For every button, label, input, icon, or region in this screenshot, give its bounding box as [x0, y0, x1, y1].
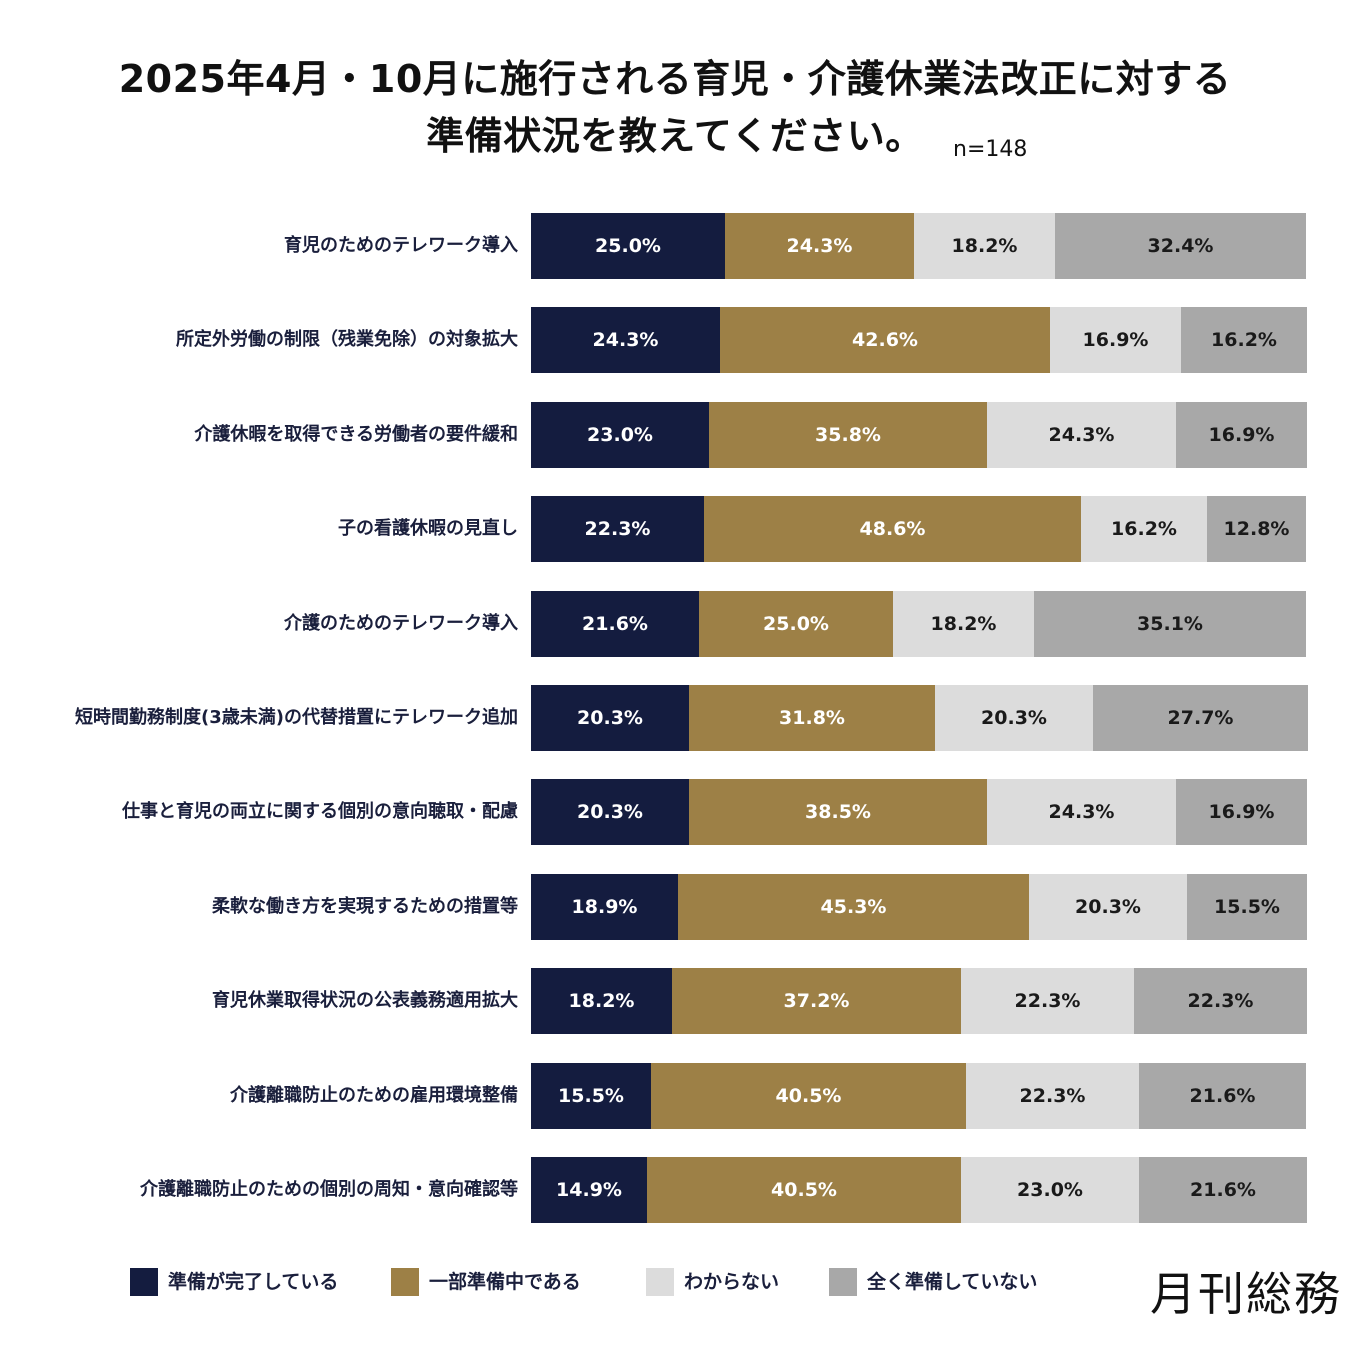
bar-segment: 15.5%: [1187, 874, 1307, 940]
category-label: 子の看護休暇の見直し: [338, 518, 518, 539]
category-label: 介護休暇を取得できる労働者の要件緩和: [194, 424, 518, 445]
legend-label: 準備が完了している: [168, 1271, 339, 1293]
chart-title-line1: 2025年4月・10月に施行される育児・介護休業法改正に対する: [118, 57, 1232, 101]
bar-segment: 21.6%: [1139, 1063, 1306, 1129]
bar-segment: 14.9%: [531, 1157, 647, 1223]
bar-segment: 22.3%: [531, 496, 704, 562]
bar-segment: 21.6%: [531, 591, 699, 657]
bar-segment: 16.2%: [1181, 307, 1307, 373]
category-label: 所定外労働の制限（残業免除）の対象拡大: [176, 329, 518, 350]
bar-segment: 25.0%: [531, 213, 725, 279]
sample-size-label: n=148: [953, 137, 1028, 162]
bar-segment: 35.1%: [1034, 591, 1306, 657]
bar-segment: 37.2%: [672, 968, 961, 1034]
bar-segment: 15.5%: [531, 1063, 651, 1129]
bar-segment: 20.3%: [531, 685, 689, 751]
bar-segment: 40.5%: [651, 1063, 966, 1129]
category-label: 介護離職防止のための個別の周知・意向確認等: [140, 1179, 518, 1200]
legend-swatch: [391, 1268, 419, 1296]
bar-segment: 18.2%: [893, 591, 1034, 657]
bar-segment: 35.8%: [709, 402, 987, 468]
bar-segment: 23.0%: [961, 1157, 1139, 1223]
category-label: 仕事と育児の両立に関する個別の意向聴取・配慮: [122, 801, 518, 822]
bar-segment: 18.2%: [914, 213, 1055, 279]
category-label: 育児のためのテレワーク導入: [284, 235, 518, 256]
category-label: 短時間勤務制度(3歳未満)の代替措置にテレワーク追加: [75, 707, 518, 728]
bar-segment: 40.5%: [647, 1157, 961, 1223]
legend-swatch: [130, 1268, 158, 1296]
legend-label: 全く準備していない: [867, 1271, 1038, 1293]
category-label: 育児休業取得状況の公表義務適用拡大: [212, 990, 518, 1011]
publisher-logo: 月刊総務: [1150, 1267, 1342, 1321]
bar-segment: 16.9%: [1176, 402, 1307, 468]
legend-label: わからない: [684, 1271, 780, 1293]
bar-segment: 27.7%: [1093, 685, 1308, 751]
bar-segment: 23.0%: [531, 402, 709, 468]
legend-label: 一部準備中である: [429, 1271, 581, 1293]
bar-segment: 24.3%: [725, 213, 914, 279]
bar-segment: 38.5%: [689, 779, 987, 845]
bar-segment: 31.8%: [689, 685, 935, 751]
bar-segment: 22.3%: [961, 968, 1134, 1034]
category-label: 介護のためのテレワーク導入: [284, 613, 518, 634]
bar-segment: 24.3%: [987, 779, 1176, 845]
bar-segment: 42.6%: [720, 307, 1050, 373]
bar-segment: 21.6%: [1139, 1157, 1307, 1223]
category-label: 柔軟な働き方を実現するための措置等: [212, 896, 518, 917]
chart-title-line2: 準備状況を教えてください。: [426, 114, 924, 158]
bar-segment: 20.3%: [531, 779, 689, 845]
bar-segment: 16.2%: [1081, 496, 1207, 562]
bar-segment: 18.2%: [531, 968, 672, 1034]
bar-segment: 16.9%: [1176, 779, 1307, 845]
bar-segment: 45.3%: [678, 874, 1029, 940]
category-label: 介護離職防止のための雇用環境整備: [230, 1085, 518, 1106]
bar-segment: 20.3%: [1029, 874, 1187, 940]
legend-swatch: [829, 1268, 857, 1296]
bar-segment: 12.8%: [1207, 496, 1306, 562]
bar-segment: 24.3%: [987, 402, 1176, 468]
legend-swatch: [646, 1268, 674, 1296]
bar-segment: 25.0%: [699, 591, 893, 657]
bar-segment: 48.6%: [704, 496, 1081, 562]
bar-segment: 22.3%: [966, 1063, 1139, 1129]
bar-segment: 22.3%: [1134, 968, 1307, 1034]
bar-segment: 18.9%: [531, 874, 678, 940]
stacked-bar-chart: 育児のためのテレワーク導入 25.0% 24.3% 18.2% 32.4% 所定外労働の制…: [75, 213, 1308, 1223]
bar-segment: 20.3%: [935, 685, 1093, 751]
bar-segment: 24.3%: [531, 307, 720, 373]
bar-segment: 16.9%: [1050, 307, 1181, 373]
bar-segment: 32.4%: [1055, 213, 1306, 279]
